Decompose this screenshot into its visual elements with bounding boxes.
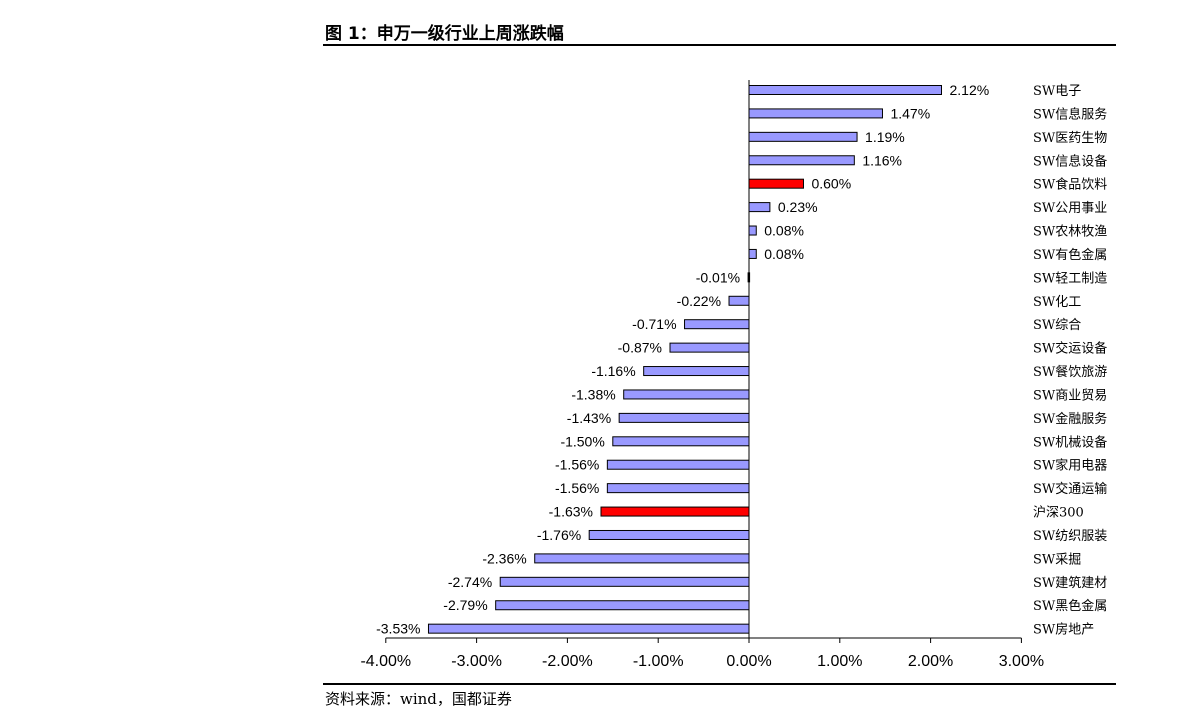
bar [495,600,750,611]
category-label: SW电子 [1033,84,1081,99]
bar [748,225,757,236]
data-label: -2.36% [482,550,526,566]
x-tick-label: -3.00% [451,653,502,670]
category-label: SW餐饮旅游 [1033,364,1107,380]
category-label: SW综合 [1033,318,1081,333]
labels-layer: 2.12% SW电子 1.47% SW信息服务 1.19% SW医药生物 1.16% SW信息… [376,82,1107,638]
x-tick-label: -1.00% [633,653,684,670]
category-label: SW建筑建材 [1033,575,1107,591]
bar-chart: -4.00% -3.00% -2.00% -1.00% 0.00% 1.00% 2.00% 3… [360,80,1107,670]
data-label: -0.22% [677,293,721,309]
category-label: 沪深300 [1033,505,1084,521]
category-label: SW房地产 [1033,622,1094,638]
category-label: SW信息设备 [1033,153,1107,169]
category-label: SW有色金属 [1033,247,1107,263]
category-label: SW黑色金属 [1033,598,1107,614]
bar [618,412,750,423]
x-tick-label: 0.00% [726,653,771,670]
data-label: 2.12% [949,82,989,98]
bar [499,576,750,587]
data-label: 0.08% [764,246,804,262]
data-label: -0.71% [632,316,676,332]
data-label: -0.01% [696,269,740,285]
data-label: 1.16% [862,152,902,168]
data-label: -2.79% [443,597,487,613]
data-label: 0.08% [764,223,804,239]
category-label: SW金融服务 [1033,411,1107,427]
figure-title: 图 1：申万一级行业上周涨跌幅 [325,24,564,44]
data-label: -1.76% [537,527,581,543]
category-label: SW商业贸易 [1033,388,1107,403]
bar [534,553,750,564]
bar [728,295,750,306]
bar [606,483,750,494]
bar [669,342,750,353]
x-tick-label: 1.00% [817,653,862,670]
data-label: -1.43% [567,410,611,426]
data-label: -3.53% [376,621,420,637]
bar [748,178,804,189]
category-label: SW纺织服装 [1033,529,1107,544]
bar [748,85,942,95]
bar [748,131,858,142]
bar [748,155,855,166]
data-label: -2.74% [448,574,492,590]
category-label: SW食品饮料 [1033,177,1107,193]
category-label: SW农林牧渔 [1033,225,1107,240]
bar [748,248,757,259]
bar [427,623,750,634]
title-rule [323,44,1116,46]
data-label: -1.56% [555,457,599,473]
axis-layer: -4.00% -3.00% -2.00% -1.00% 0.00% 1.00% 2.00% 3… [360,80,1044,670]
bar [684,319,750,330]
category-label: SW化工 [1033,295,1081,310]
bar [748,108,883,119]
category-label: SW交运设备 [1033,341,1107,357]
x-tick-label: -4.00% [360,653,411,670]
category-label: SW机械设备 [1033,434,1107,450]
data-label: -0.87% [618,340,662,356]
category-label: SW采掘 [1033,552,1081,567]
x-tick-label: -2.00% [542,653,593,670]
category-label: SW医药生物 [1033,131,1107,146]
data-label: -1.16% [591,363,635,379]
category-label: SW信息服务 [1033,106,1107,122]
category-label: SW家用电器 [1033,458,1107,474]
x-tick-label: 3.00% [999,653,1044,670]
bar [606,459,750,470]
bottom-rule [323,683,1116,685]
bar [588,529,750,540]
data-label: -1.63% [549,504,593,520]
category-label: SW公用事业 [1033,201,1107,216]
category-label: SW交通运输 [1033,481,1107,497]
data-label: 1.47% [890,105,930,121]
bar [748,202,771,213]
data-label: 0.60% [811,176,851,192]
data-label: -1.38% [571,386,615,402]
bar [600,506,750,517]
x-tick-label: 2.00% [908,653,953,670]
data-label: 1.19% [865,129,905,145]
bar [643,366,750,377]
data-label: -1.50% [560,433,604,449]
bar [612,436,750,447]
data-label: 0.23% [778,199,818,215]
data-label: -1.56% [555,480,599,496]
source-note: 资料来源：wind，国都证券 [325,690,512,708]
category-label: SW轻工制造 [1033,271,1107,286]
bar [623,389,750,400]
